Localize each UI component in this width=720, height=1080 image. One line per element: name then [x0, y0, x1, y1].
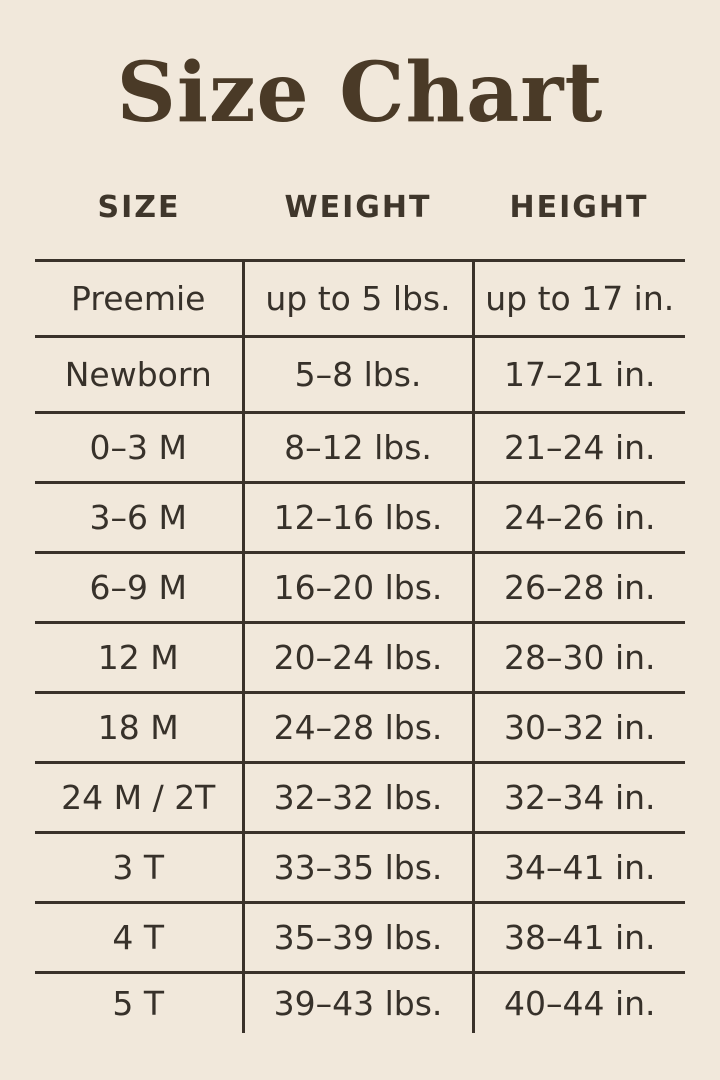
height-cell: 34–41 in.	[503, 848, 656, 888]
height-cell: 21–24 in.	[503, 428, 656, 468]
height-cell: up to 17 in.	[485, 279, 675, 319]
size-cell: 24 M / 2T	[61, 778, 216, 818]
table-row: 12 M 20–24 lbs. 28–30 in.	[35, 622, 685, 693]
column-header-size: SIZE	[97, 190, 181, 226]
weight-cell: 35–39 lbs.	[241, 902, 475, 973]
size-cell: 3 T	[112, 848, 165, 888]
table-row: 24 M / 2T 32–32 lbs. 32–34 in.	[35, 762, 685, 833]
weight-cell: 12–16 lbs.	[241, 482, 475, 553]
table-row: 0–3 M 8–12 lbs. 21–24 in.	[35, 412, 685, 483]
weight-cell: 20–24 lbs.	[241, 622, 475, 693]
size-cell: 0–3 M	[89, 428, 187, 468]
weight-cell: up to 5 lbs.	[241, 260, 475, 337]
height-cell: 40–44 in.	[503, 984, 656, 1024]
table-row: 3–6 M 12–16 lbs. 24–26 in.	[35, 482, 685, 553]
height-cell: 26–28 in.	[503, 568, 656, 608]
height-cell: 17–21 in.	[503, 355, 656, 395]
size-cell: Preemie	[71, 279, 206, 319]
table-row: 18 M 24–28 lbs. 30–32 in.	[35, 692, 685, 763]
size-cell: 6–9 M	[89, 568, 187, 608]
height-cell: 24–26 in.	[503, 498, 656, 538]
weight-cell: 24–28 lbs.	[241, 692, 475, 763]
table-row: 3 T 33–35 lbs. 34–41 in.	[35, 832, 685, 903]
weight-cell: 5–8 lbs.	[241, 336, 475, 413]
table-row: Newborn 5–8 lbs. 17–21 in.	[35, 336, 685, 413]
height-cell: 32–34 in.	[503, 778, 656, 818]
height-cell: 38–41 in.	[503, 918, 656, 958]
size-cell: 12 M	[97, 638, 179, 678]
header-row: SIZE WEIGHT HEIGHT	[35, 190, 685, 261]
size-cell: 5 T	[112, 984, 165, 1024]
size-cell: 3–6 M	[89, 498, 187, 538]
size-cell: 18 M	[97, 708, 179, 748]
table-row: 4 T 35–39 lbs. 38–41 in.	[35, 902, 685, 973]
weight-cell: 16–20 lbs.	[241, 552, 475, 623]
page-title: Size Chart	[116, 45, 604, 141]
weight-cell: 32–32 lbs.	[241, 762, 475, 833]
weight-cell: 33–35 lbs.	[241, 832, 475, 903]
size-chart-table: SIZE WEIGHT HEIGHT Preemie up to 5 lbs. …	[35, 190, 685, 1033]
table-row: 6–9 M 16–20 lbs. 26–28 in.	[35, 552, 685, 623]
table-row: Preemie up to 5 lbs. up to 17 in.	[35, 260, 685, 337]
table-header: SIZE WEIGHT HEIGHT	[35, 190, 685, 261]
table-row: 5 T 39–43 lbs. 40–44 in.	[35, 972, 685, 1033]
weight-cell: 8–12 lbs.	[241, 412, 475, 483]
size-cell: Newborn	[64, 355, 212, 395]
column-header-weight: WEIGHT	[284, 190, 432, 226]
weight-cell: 39–43 lbs.	[241, 972, 475, 1033]
column-header-height: HEIGHT	[509, 190, 649, 226]
height-cell: 30–32 in.	[503, 708, 656, 748]
height-cell: 28–30 in.	[503, 638, 656, 678]
size-cell: 4 T	[112, 918, 165, 958]
